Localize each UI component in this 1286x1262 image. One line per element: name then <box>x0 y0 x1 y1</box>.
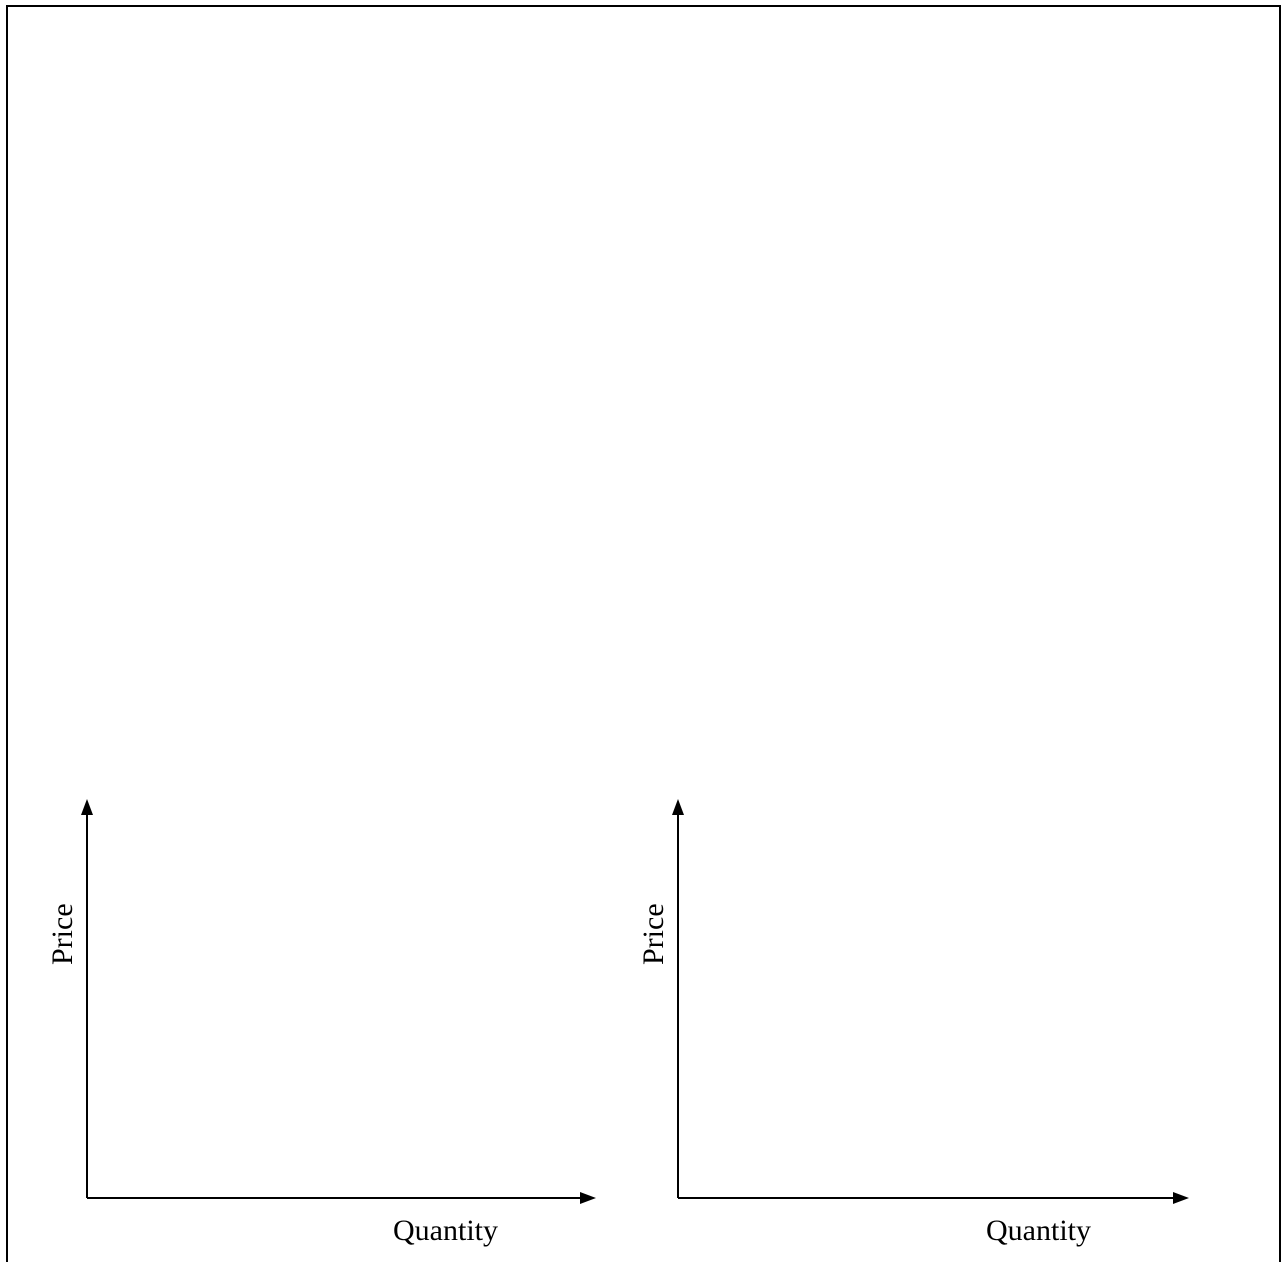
graph-right-x-arrow-icon <box>1173 1192 1189 1204</box>
graph-left-y-axis-label: Price <box>46 903 79 965</box>
graph-left-y-arrow-icon <box>81 799 93 815</box>
graph-left: Price Quantity <box>46 799 596 1247</box>
graph-left-x-arrow-icon <box>580 1192 596 1204</box>
graph-left-x-axis-label: Quantity <box>393 1214 498 1247</box>
page-border <box>6 5 1281 1262</box>
graph-right-y-arrow-icon <box>672 799 684 815</box>
graph-right-x-axis-label: Quantity <box>986 1214 1091 1247</box>
graph-right: Price Quantity <box>637 799 1189 1247</box>
graph-right-y-axis-label: Price <box>637 903 670 965</box>
